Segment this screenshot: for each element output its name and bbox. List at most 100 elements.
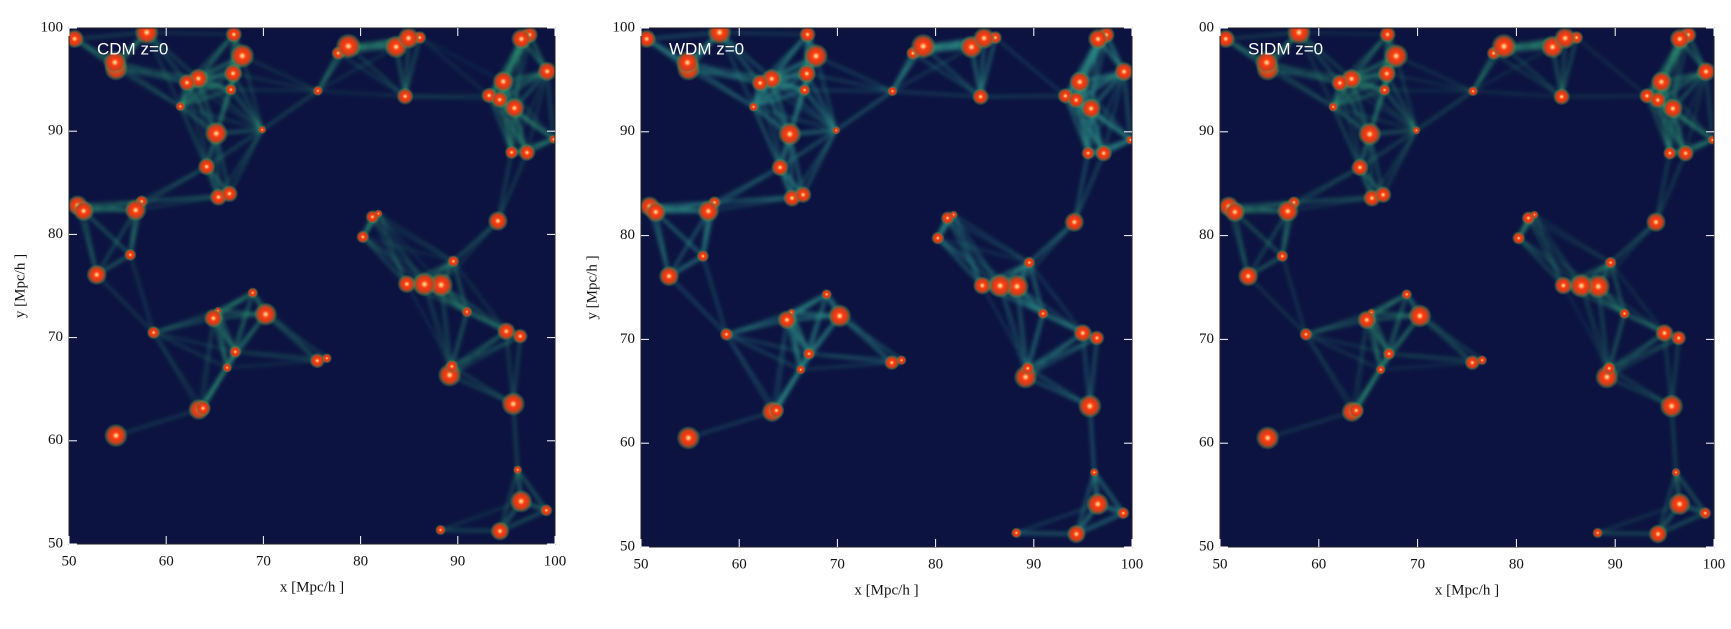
halo [1089,330,1105,346]
filament [1563,285,1610,369]
filament [1305,334,1353,412]
filament [265,313,328,359]
filament [1646,95,1671,154]
y-tick-label: 80 [48,226,63,242]
x-axis-label: x [Mpc/h ] [854,582,918,598]
halo [1237,265,1259,287]
filament [1359,129,1417,168]
filament [1234,211,1249,277]
filament [115,68,181,107]
halo [1707,135,1714,145]
halo [1357,310,1377,330]
halo [220,184,239,203]
panel: 50 60 70 80 90 100 50 60 70 80 90 00 x [Mpc/h ] SIDM … [1199,19,1725,598]
halo [675,50,700,75]
filament [419,37,504,82]
filament [499,469,519,532]
filament [451,335,521,367]
halo [412,271,437,297]
filament [1472,90,1562,98]
halo [447,255,460,268]
panel-annotation: CDM z=0 [97,39,168,58]
halo [1330,74,1349,92]
axes-frame [640,27,1133,548]
x-tick-label: 60 [159,553,174,569]
filament [377,213,408,285]
filament [141,196,219,202]
halo [1023,256,1036,269]
filament [202,351,236,409]
filament [1305,319,1367,336]
density-image [69,28,555,544]
halo [1114,61,1132,82]
filament [1606,332,1665,378]
halo [487,210,509,232]
filament [440,220,499,286]
filament [206,129,263,168]
halo [501,391,526,417]
x-tick-label: 100 [1121,556,1144,572]
y-tick-label: 60 [1199,435,1214,451]
filament [1355,319,1368,411]
halo [797,63,817,84]
halo [492,70,515,93]
halo [1401,288,1413,300]
halo [175,101,186,112]
halo [1286,28,1312,45]
filament [688,68,754,108]
filament [1655,153,1687,223]
halo [931,231,945,245]
filament [1597,532,1659,535]
filament [378,213,454,262]
filament [234,292,254,353]
halo [1383,43,1409,69]
filament [835,90,893,132]
filament [1608,332,1665,369]
halo [1649,91,1667,109]
halo [312,85,324,97]
halo [253,302,278,327]
halo [910,33,937,60]
filament [688,410,777,439]
filament [404,37,421,97]
halo [222,362,233,373]
filament [82,210,98,275]
filament [241,55,263,130]
halo [229,43,255,69]
filament [892,46,972,92]
halo [1676,144,1695,163]
halo [335,33,362,60]
filament [186,82,208,167]
filament [1608,367,1672,407]
halo [696,249,710,263]
halo [1037,307,1049,320]
halo [1379,28,1397,43]
filament [718,32,755,108]
halo [645,201,667,223]
filament [804,89,893,92]
filament [141,166,207,202]
filament [1025,337,1098,378]
halo [1553,276,1573,295]
halo [1224,201,1246,223]
halo [798,83,811,97]
halo [103,423,128,448]
filament [153,317,214,334]
filament [498,99,513,153]
halo [504,97,525,119]
filament [317,90,406,97]
filament [839,315,902,361]
filament [726,318,788,336]
filament [1305,334,1357,411]
filament [1384,89,1473,92]
filament [1247,210,1289,277]
filament [1064,95,1090,154]
filament [146,32,181,107]
filament [808,353,892,364]
halo [1530,210,1539,219]
y-axis-label: y [Mpc/h ] [12,254,28,318]
panel: 50 60 70 80 90 100 50 60 70 80 90 100 x [Mpc/h ] y [M… [584,19,1143,598]
filament [179,72,234,108]
halo [1374,185,1392,204]
halo [1087,28,1109,50]
